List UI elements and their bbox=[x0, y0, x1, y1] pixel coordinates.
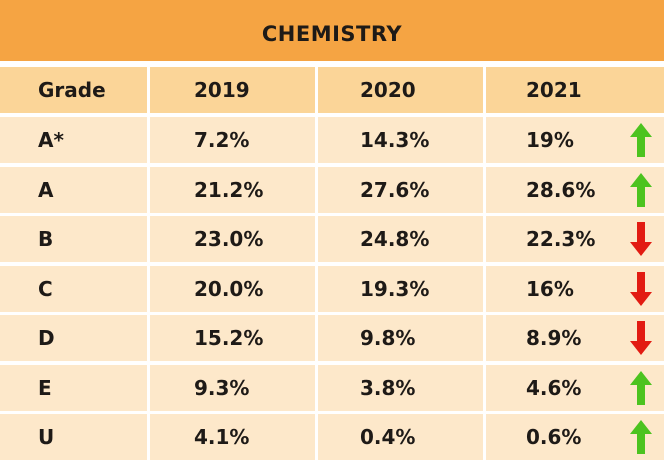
table-row: B 23.0% 24.8% 22.3% bbox=[0, 216, 664, 262]
header-grade: Grade bbox=[0, 67, 147, 113]
table-title: CHEMISTRY bbox=[261, 22, 403, 46]
cell-2020: 27.6% bbox=[318, 167, 483, 213]
arrow-up-icon bbox=[630, 371, 652, 405]
table-row: D 15.2% 9.8% 8.9% bbox=[0, 315, 664, 361]
cell-2021: 8.9% bbox=[486, 315, 664, 361]
cell-2019: 7.2% bbox=[150, 117, 315, 163]
cell-2020: 9.8% bbox=[318, 315, 483, 361]
cell-2021: 16% bbox=[486, 266, 664, 312]
cell-2019: 9.3% bbox=[150, 365, 315, 411]
cell-grade: D bbox=[0, 315, 147, 361]
header-2020: 2020 bbox=[318, 67, 483, 113]
header-row: Grade 2019 2020 2021 bbox=[0, 67, 664, 113]
cell-2019: 15.2% bbox=[150, 315, 315, 361]
table-row: A* 7.2% 14.3% 19% bbox=[0, 117, 664, 163]
cell-2021: 0.6% bbox=[486, 414, 664, 460]
header-2019: 2019 bbox=[150, 67, 315, 113]
arrow-down-icon bbox=[630, 321, 652, 355]
cell-2021: 19% bbox=[486, 117, 664, 163]
cell-grade: E bbox=[0, 365, 147, 411]
table-row: U 4.1% 0.4% 0.6% bbox=[0, 414, 664, 460]
cell-2020: 3.8% bbox=[318, 365, 483, 411]
cell-2019: 21.2% bbox=[150, 167, 315, 213]
cell-2019: 20.0% bbox=[150, 266, 315, 312]
arrow-up-icon bbox=[630, 173, 652, 207]
cell-grade: A bbox=[0, 167, 147, 213]
table-row: E 9.3% 3.8% 4.6% bbox=[0, 365, 664, 411]
cell-grade: U bbox=[0, 414, 147, 460]
table-row: A 21.2% 27.6% 28.6% bbox=[0, 167, 664, 213]
cell-grade: C bbox=[0, 266, 147, 312]
table-row: C 20.0% 19.3% 16% bbox=[0, 266, 664, 312]
arrow-down-icon bbox=[630, 272, 652, 306]
cell-2021: 28.6% bbox=[486, 167, 664, 213]
arrow-down-icon bbox=[630, 222, 652, 256]
arrow-up-icon bbox=[630, 420, 652, 454]
header-2021: 2021 bbox=[486, 67, 664, 113]
cell-2021: 22.3% bbox=[486, 216, 664, 262]
cell-2020: 14.3% bbox=[318, 117, 483, 163]
cell-grade: A* bbox=[0, 117, 147, 163]
cell-2020: 19.3% bbox=[318, 266, 483, 312]
cell-2019: 23.0% bbox=[150, 216, 315, 262]
arrow-up-icon bbox=[630, 123, 652, 157]
title-bar: CHEMISTRY bbox=[0, 0, 664, 64]
cell-2021: 4.6% bbox=[486, 365, 664, 411]
cell-grade: B bbox=[0, 216, 147, 262]
cell-2020: 24.8% bbox=[318, 216, 483, 262]
cell-2019: 4.1% bbox=[150, 414, 315, 460]
cell-2020: 0.4% bbox=[318, 414, 483, 460]
